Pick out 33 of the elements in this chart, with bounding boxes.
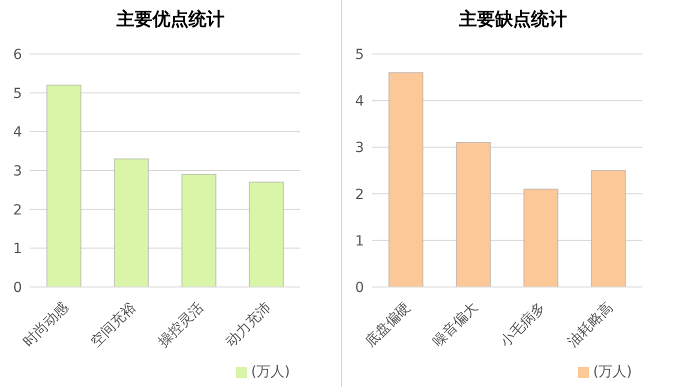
y-tick-label: 2	[13, 202, 22, 218]
y-tick-label: 3	[13, 163, 22, 180]
y-tick-label: 2	[355, 186, 364, 203]
x-tick-label: 油耗略高	[565, 299, 616, 350]
x-tick-label: 噪音偏大	[430, 299, 482, 350]
y-tick-label: 1	[13, 241, 22, 258]
chart-title: 主要优点统计	[116, 8, 226, 32]
y-tick-label: 5	[13, 86, 22, 102]
x-tick-label: 操控灵活	[156, 299, 207, 350]
y-tick-label: 5	[355, 46, 364, 63]
x-tick-label: 底盘偏硬	[362, 299, 414, 350]
bar	[456, 142, 491, 287]
bar	[46, 84, 82, 287]
bar	[181, 174, 216, 287]
chart-title: 主要缺点统计	[458, 8, 568, 32]
legend-label: (万人)	[593, 364, 632, 380]
bar	[388, 72, 424, 287]
bar	[523, 188, 558, 287]
y-tick-label: 3	[355, 140, 364, 156]
y-tick-label: 6	[13, 46, 22, 63]
bar	[248, 182, 284, 287]
x-tick-label: 小毛病多	[498, 299, 549, 350]
bar	[114, 158, 149, 287]
x-tick-label: 空间充裕	[88, 299, 140, 350]
y-tick-label: 4	[355, 94, 364, 110]
y-tick-label: 1	[355, 233, 364, 250]
legend-label: (万人)	[251, 364, 290, 380]
y-tick-label: 4	[13, 124, 22, 141]
y-tick-label: 0	[13, 280, 22, 296]
bar	[590, 170, 626, 287]
y-tick-label: 0	[355, 280, 364, 296]
x-tick-label: 动力充沛	[223, 299, 274, 350]
x-tick-label: 时尚动感	[20, 299, 72, 350]
